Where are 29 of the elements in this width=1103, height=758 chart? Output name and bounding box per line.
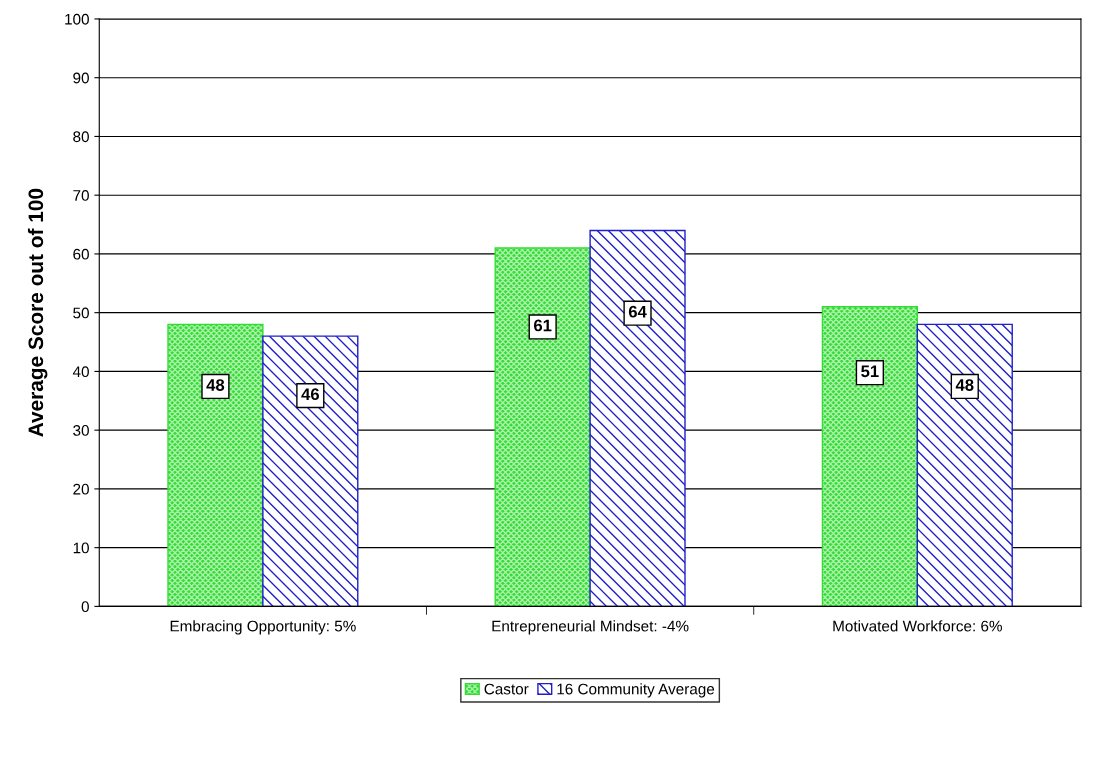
legend-label: 16 Community Average — [557, 683, 715, 698]
y-tick-label: 0 — [81, 601, 89, 613]
data-label: 61 — [534, 319, 552, 332]
bar — [494, 247, 591, 607]
data-label: 46 — [301, 388, 319, 401]
x-tick-label: Embracing Opportunity: 5% — [170, 620, 356, 635]
y-tick-label: 70 — [73, 190, 89, 201]
bar — [167, 323, 264, 607]
y-axis-title: Average Score out of 100 — [27, 188, 48, 437]
y-tick-label: 100 — [65, 13, 89, 25]
y-tick-label: 80 — [73, 131, 89, 143]
legend-label: Castor — [484, 683, 529, 695]
data-label: 64 — [628, 305, 647, 318]
bar — [589, 229, 686, 607]
y-tick-label: 60 — [73, 248, 89, 260]
y-tick-label: 50 — [73, 307, 89, 319]
x-tick-label: Entrepreneurial Mindset: -4% — [492, 620, 689, 635]
y-tick-label: 10 — [73, 542, 89, 554]
y-tick-label: 90 — [73, 72, 89, 84]
y-tick-label: 40 — [72, 366, 89, 378]
data-label: 51 — [861, 365, 879, 378]
bar — [821, 306, 919, 607]
y-tick-label: 30 — [73, 425, 89, 436]
bar — [262, 335, 359, 607]
x-tick-label: Motivated Workforce: 6% — [833, 620, 1002, 632]
data-label: 48 — [955, 379, 974, 391]
bar — [916, 323, 1013, 607]
data-label: 48 — [206, 379, 225, 391]
y-tick-label: 20 — [73, 483, 89, 495]
